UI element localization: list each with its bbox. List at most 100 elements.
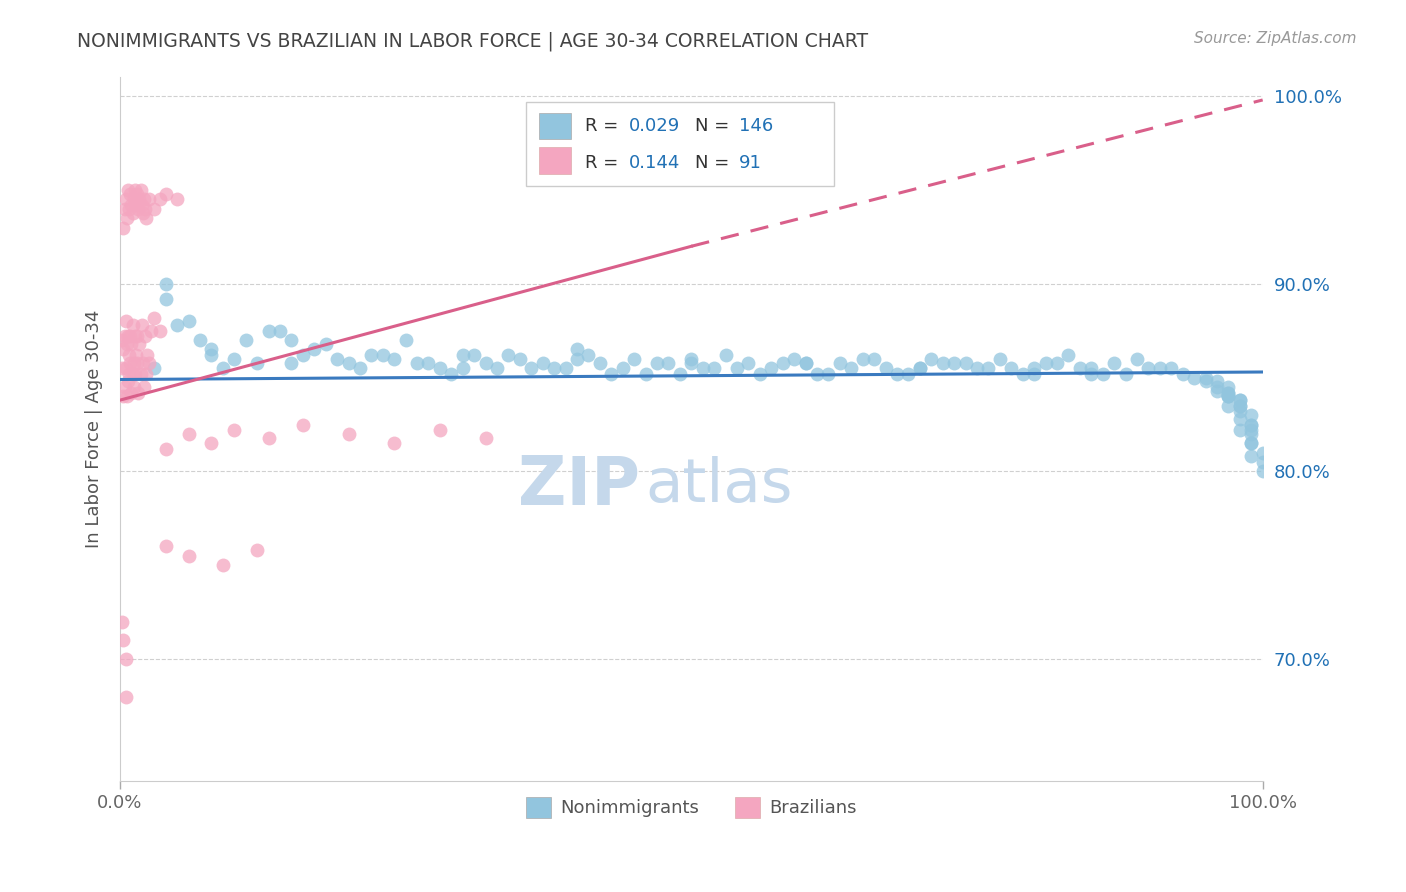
Point bbox=[132, 205, 155, 219]
Point bbox=[429, 361, 451, 376]
Point bbox=[120, 336, 142, 351]
FancyBboxPatch shape bbox=[526, 102, 834, 186]
Point bbox=[127, 385, 149, 400]
Text: R =: R = bbox=[585, 117, 624, 135]
Text: 0.144: 0.144 bbox=[628, 154, 681, 172]
Point bbox=[136, 348, 159, 362]
Point bbox=[122, 193, 145, 207]
Point bbox=[1251, 455, 1274, 469]
Point bbox=[1218, 380, 1240, 394]
Point bbox=[1218, 385, 1240, 400]
Point bbox=[988, 351, 1011, 366]
Point bbox=[1206, 384, 1229, 398]
Point bbox=[1240, 417, 1263, 432]
Text: N =: N = bbox=[695, 154, 735, 172]
Point bbox=[120, 329, 142, 343]
Point bbox=[246, 356, 269, 370]
Point bbox=[600, 367, 623, 381]
Point bbox=[1240, 423, 1263, 437]
Point bbox=[177, 426, 200, 441]
Point bbox=[794, 356, 817, 370]
Point bbox=[291, 348, 314, 362]
Point bbox=[360, 348, 382, 362]
Point bbox=[886, 367, 908, 381]
Point bbox=[200, 348, 222, 362]
Point bbox=[1218, 399, 1240, 413]
Point bbox=[531, 356, 554, 370]
Point bbox=[120, 356, 142, 370]
Point bbox=[692, 361, 714, 376]
Point bbox=[112, 343, 135, 357]
Point bbox=[681, 356, 703, 370]
Point bbox=[132, 356, 155, 370]
Point bbox=[897, 367, 920, 381]
Point bbox=[748, 367, 770, 381]
Point bbox=[246, 543, 269, 558]
Point bbox=[1160, 361, 1182, 376]
Point bbox=[224, 351, 246, 366]
Text: atlas: atlas bbox=[645, 456, 793, 515]
Point bbox=[1137, 361, 1160, 376]
Point bbox=[451, 348, 474, 362]
Point bbox=[1069, 361, 1091, 376]
Point bbox=[326, 351, 349, 366]
Point bbox=[908, 361, 931, 376]
Point bbox=[131, 318, 153, 332]
Text: 91: 91 bbox=[740, 154, 762, 172]
Point bbox=[129, 367, 152, 381]
Point bbox=[920, 351, 942, 366]
Point bbox=[166, 193, 188, 207]
Point bbox=[806, 367, 828, 381]
Point bbox=[1251, 465, 1274, 479]
Point bbox=[114, 193, 136, 207]
Point bbox=[1218, 389, 1240, 403]
Point bbox=[863, 351, 886, 366]
Point bbox=[138, 356, 160, 370]
Point bbox=[291, 417, 314, 432]
Point bbox=[725, 361, 748, 376]
Point bbox=[1024, 361, 1046, 376]
Point bbox=[224, 423, 246, 437]
Point bbox=[143, 361, 166, 376]
Point bbox=[1240, 436, 1263, 450]
Point bbox=[125, 348, 148, 362]
Point bbox=[200, 343, 222, 357]
Point bbox=[908, 361, 931, 376]
Point bbox=[114, 690, 136, 704]
Point bbox=[122, 356, 145, 370]
Point bbox=[1091, 367, 1114, 381]
Point bbox=[520, 361, 543, 376]
Point bbox=[1251, 445, 1274, 459]
Point bbox=[280, 356, 302, 370]
Point bbox=[565, 343, 588, 357]
Point bbox=[966, 361, 988, 376]
Legend: Nonimmigrants, Brazilians: Nonimmigrants, Brazilians bbox=[519, 789, 865, 825]
Point bbox=[371, 348, 394, 362]
Point bbox=[121, 205, 143, 219]
Point bbox=[114, 652, 136, 666]
Point bbox=[124, 367, 146, 381]
Point bbox=[1218, 385, 1240, 400]
Text: NONIMMIGRANTS VS BRAZILIAN IN LABOR FORCE | AGE 30-34 CORRELATION CHART: NONIMMIGRANTS VS BRAZILIAN IN LABOR FORC… bbox=[77, 31, 869, 51]
Point bbox=[280, 333, 302, 347]
Point bbox=[111, 615, 134, 629]
Point bbox=[1046, 356, 1069, 370]
Point bbox=[138, 193, 160, 207]
Point bbox=[124, 329, 146, 343]
Point bbox=[177, 314, 200, 328]
Point bbox=[1115, 367, 1137, 381]
Point bbox=[315, 336, 337, 351]
Point bbox=[143, 202, 166, 216]
Point bbox=[772, 356, 794, 370]
Point bbox=[451, 361, 474, 376]
Point bbox=[114, 361, 136, 376]
Point bbox=[120, 198, 142, 212]
Point bbox=[1206, 375, 1229, 389]
Point bbox=[794, 356, 817, 370]
Point bbox=[1194, 375, 1216, 389]
Point bbox=[429, 423, 451, 437]
Point bbox=[155, 442, 177, 456]
Point bbox=[1194, 370, 1216, 384]
Point bbox=[737, 356, 759, 370]
Point bbox=[634, 367, 657, 381]
